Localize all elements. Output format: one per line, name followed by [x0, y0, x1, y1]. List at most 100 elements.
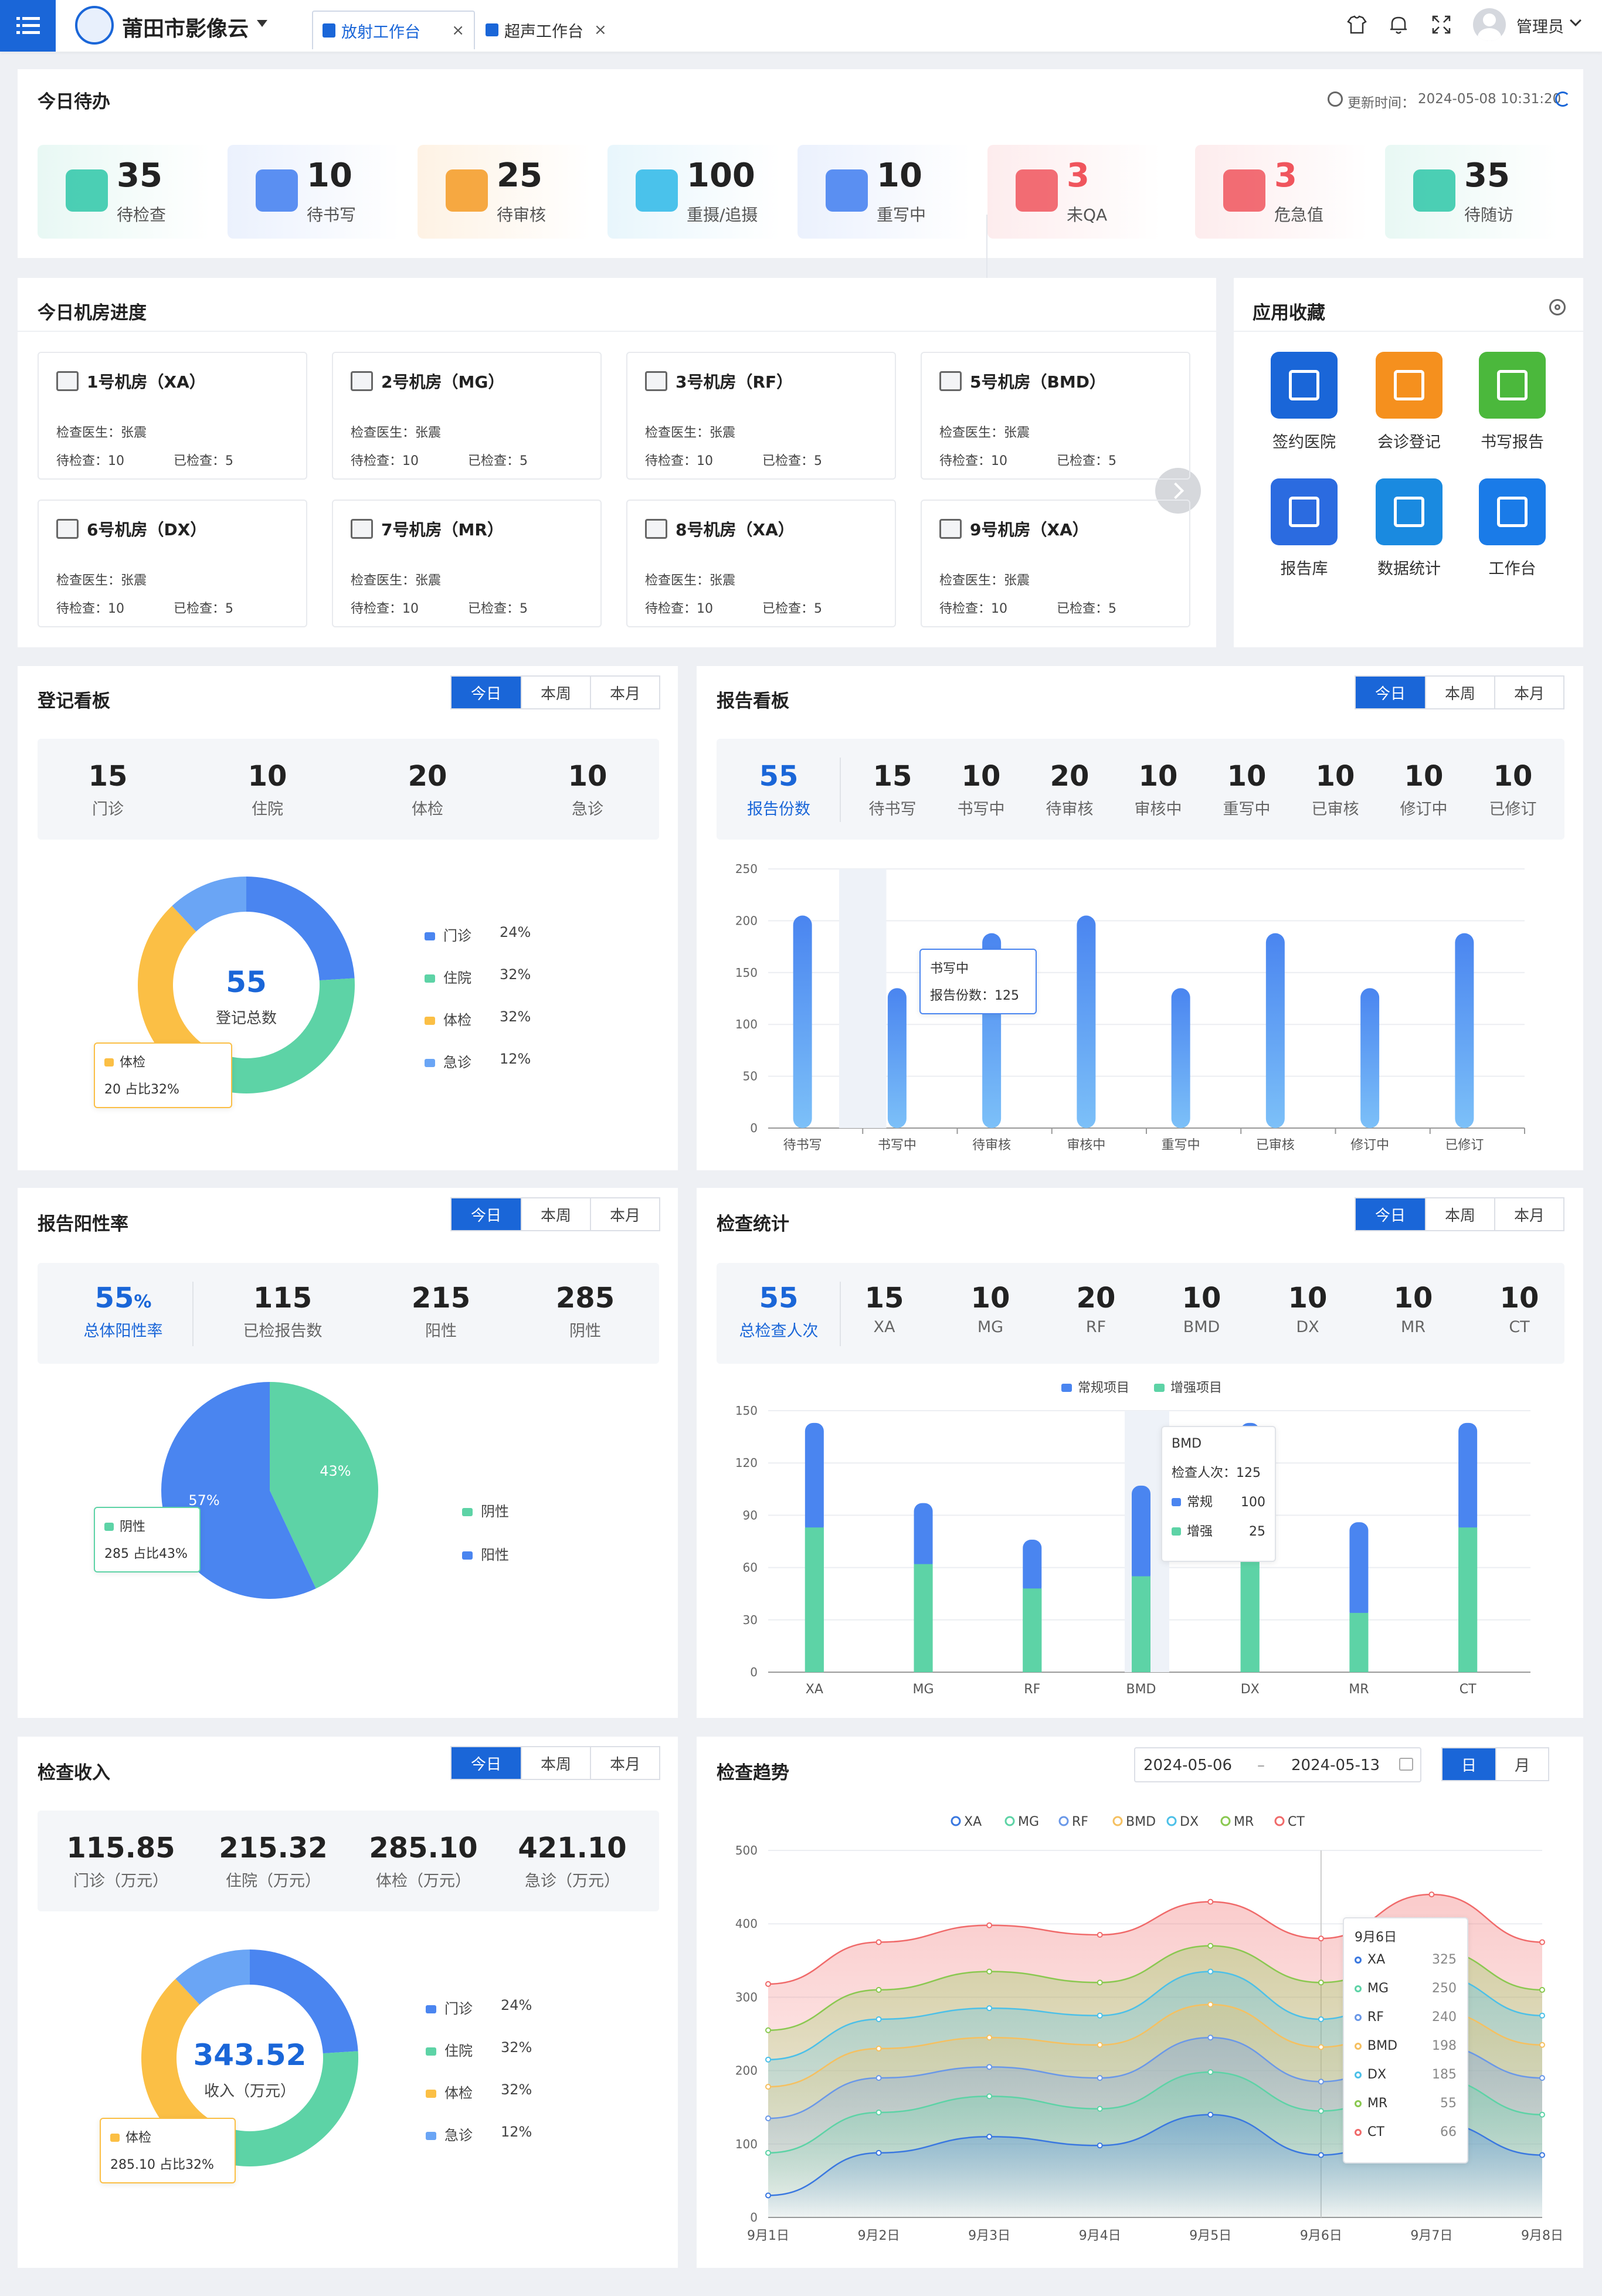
- todo-item[interactable]: 35 待随访: [1385, 145, 1558, 239]
- data-point[interactable]: [986, 2064, 993, 2070]
- data-point[interactable]: [765, 2149, 771, 2156]
- app-shortcut[interactable]: 工作台: [1462, 478, 1562, 579]
- data-point[interactable]: [875, 2016, 882, 2022]
- tab-ultrasound[interactable]: 超声工作台 ×: [476, 11, 623, 49]
- calendar-icon[interactable]: [1399, 1758, 1413, 1771]
- data-point[interactable]: [1097, 2042, 1103, 2048]
- legend-item[interactable]: 体检 32%: [425, 1008, 531, 1029]
- pie-slice[interactable]: [270, 1382, 378, 1589]
- period-button[interactable]: 今日: [1356, 677, 1425, 708]
- data-point[interactable]: [986, 1922, 993, 1928]
- data-point[interactable]: [1428, 1891, 1435, 1898]
- room-card[interactable]: 2号机房（MG） 检查医生：张震 待检查：10 已检查：5: [332, 352, 602, 480]
- data-point[interactable]: [765, 2115, 771, 2121]
- data-point[interactable]: [1318, 2078, 1324, 2085]
- pie-slice[interactable]: [250, 1949, 358, 2054]
- todo-item[interactable]: 3 危急值: [1195, 145, 1368, 239]
- todo-item[interactable]: 100 重摄/追摄: [607, 145, 780, 239]
- pie-slice[interactable]: [209, 2051, 358, 2166]
- legend-label[interactable]: CT: [1288, 1815, 1305, 1829]
- data-point[interactable]: [1318, 2152, 1324, 2158]
- period-button[interactable]: 本月: [590, 1198, 659, 1230]
- bar[interactable]: [1265, 933, 1285, 1128]
- series-line[interactable]: [768, 1893, 1543, 1985]
- period-button[interactable]: 今日: [452, 677, 521, 708]
- bar-segment-regular[interactable]: [914, 1503, 933, 1571]
- data-point[interactable]: [1318, 2044, 1324, 2050]
- app-shortcut[interactable]: 数据统计: [1359, 478, 1459, 579]
- pie-slice[interactable]: [246, 877, 355, 981]
- data-point[interactable]: [1207, 1898, 1214, 1905]
- pie-slice[interactable]: [141, 1979, 223, 2159]
- data-point[interactable]: [1318, 2108, 1324, 2114]
- room-card[interactable]: 6号机房（DX） 检查医生：张震 待检查：10 已检查：5: [38, 500, 307, 627]
- mode-month-button[interactable]: 月: [1495, 1748, 1548, 1780]
- legend-label[interactable]: 常规项目: [1078, 1381, 1129, 1395]
- data-point[interactable]: [986, 1968, 993, 1975]
- period-button[interactable]: 今日: [452, 1747, 521, 1779]
- period-button[interactable]: 今日: [1356, 1198, 1425, 1230]
- period-button[interactable]: 本周: [1425, 677, 1494, 708]
- data-point[interactable]: [1539, 2111, 1545, 2118]
- app-shortcut[interactable]: 会诊登记: [1359, 352, 1459, 452]
- fullscreen-icon[interactable]: [1431, 14, 1452, 35]
- period-button[interactable]: 本月: [590, 677, 659, 708]
- legend-item[interactable]: 门诊 24%: [425, 924, 531, 945]
- legend-item[interactable]: 阳性: [462, 1543, 509, 1564]
- bar-segment-regular[interactable]: [1458, 1422, 1478, 1535]
- todo-item[interactable]: 3 未QA: [987, 145, 1160, 239]
- data-point[interactable]: [1207, 2001, 1214, 2008]
- data-point[interactable]: [1097, 2105, 1103, 2112]
- date-range-picker[interactable]: 2024-05-06 – 2024-05-13: [1134, 1747, 1421, 1782]
- todo-item[interactable]: 10 待书写: [228, 145, 400, 239]
- legend-item[interactable]: 急诊 12%: [425, 1051, 531, 1071]
- mode-day-button[interactable]: 日: [1443, 1748, 1495, 1780]
- pie-slice[interactable]: [206, 978, 355, 1093]
- bar[interactable]: [793, 915, 812, 1128]
- data-point[interactable]: [1318, 2016, 1324, 2022]
- room-card[interactable]: 8号机房（XA） 检查医生：张震 待检查：10 已检查：5: [626, 500, 896, 627]
- next-page-button[interactable]: [1155, 468, 1201, 514]
- avatar[interactable]: [1473, 8, 1506, 41]
- period-button[interactable]: 本周: [521, 677, 590, 708]
- todo-item[interactable]: 10 重写中: [797, 145, 970, 239]
- legend-label[interactable]: RF: [1072, 1815, 1088, 1829]
- room-card[interactable]: 9号机房（XA） 检查医生：张震 待检查：10 已检查：5: [921, 500, 1190, 627]
- period-button[interactable]: 本周: [1425, 1198, 1494, 1230]
- pie-slice[interactable]: [175, 1949, 250, 2005]
- data-point[interactable]: [1207, 2035, 1214, 2041]
- data-point[interactable]: [1539, 2152, 1545, 2158]
- bar[interactable]: [1360, 988, 1380, 1128]
- legend-label[interactable]: DX: [1180, 1815, 1199, 1829]
- close-icon[interactable]: ×: [594, 21, 607, 39]
- data-point[interactable]: [875, 1939, 882, 1945]
- bar[interactable]: [1171, 988, 1190, 1128]
- data-point[interactable]: [1539, 2012, 1545, 2019]
- start-date[interactable]: 2024-05-06: [1143, 1757, 1233, 1774]
- data-point[interactable]: [1318, 1979, 1324, 1986]
- shirt-icon[interactable]: [1346, 14, 1367, 35]
- room-card[interactable]: 5号机房（BMD） 检查医生：张震 待检查：10 已检查：5: [921, 352, 1190, 480]
- data-point[interactable]: [875, 2149, 882, 2156]
- data-point[interactable]: [1539, 1986, 1545, 1993]
- period-button[interactable]: 今日: [452, 1198, 521, 1230]
- data-point[interactable]: [1207, 2111, 1214, 2118]
- legend-item[interactable]: 阴性: [462, 1500, 509, 1520]
- chevron-down-icon[interactable]: [1570, 15, 1581, 26]
- data-point[interactable]: [765, 2056, 771, 2063]
- legend-item[interactable]: 住院 32%: [426, 2039, 532, 2060]
- data-point[interactable]: [765, 2027, 771, 2033]
- settings-icon[interactable]: [1549, 299, 1566, 315]
- data-point[interactable]: [1207, 2069, 1214, 2076]
- pie-slice[interactable]: [137, 906, 219, 1086]
- data-point[interactable]: [1207, 1942, 1214, 1949]
- close-icon[interactable]: ×: [452, 22, 464, 39]
- data-point[interactable]: [875, 2075, 882, 2081]
- bar-segment-regular[interactable]: [1023, 1540, 1042, 1596]
- legend-item[interactable]: 门诊 24%: [426, 1997, 532, 2018]
- bar-segment-regular[interactable]: [1132, 1485, 1150, 1584]
- todo-item[interactable]: 25 待审核: [418, 145, 590, 239]
- bar[interactable]: [887, 988, 907, 1128]
- legend-item[interactable]: 住院 32%: [425, 966, 531, 987]
- end-date[interactable]: 2024-05-13: [1291, 1757, 1380, 1774]
